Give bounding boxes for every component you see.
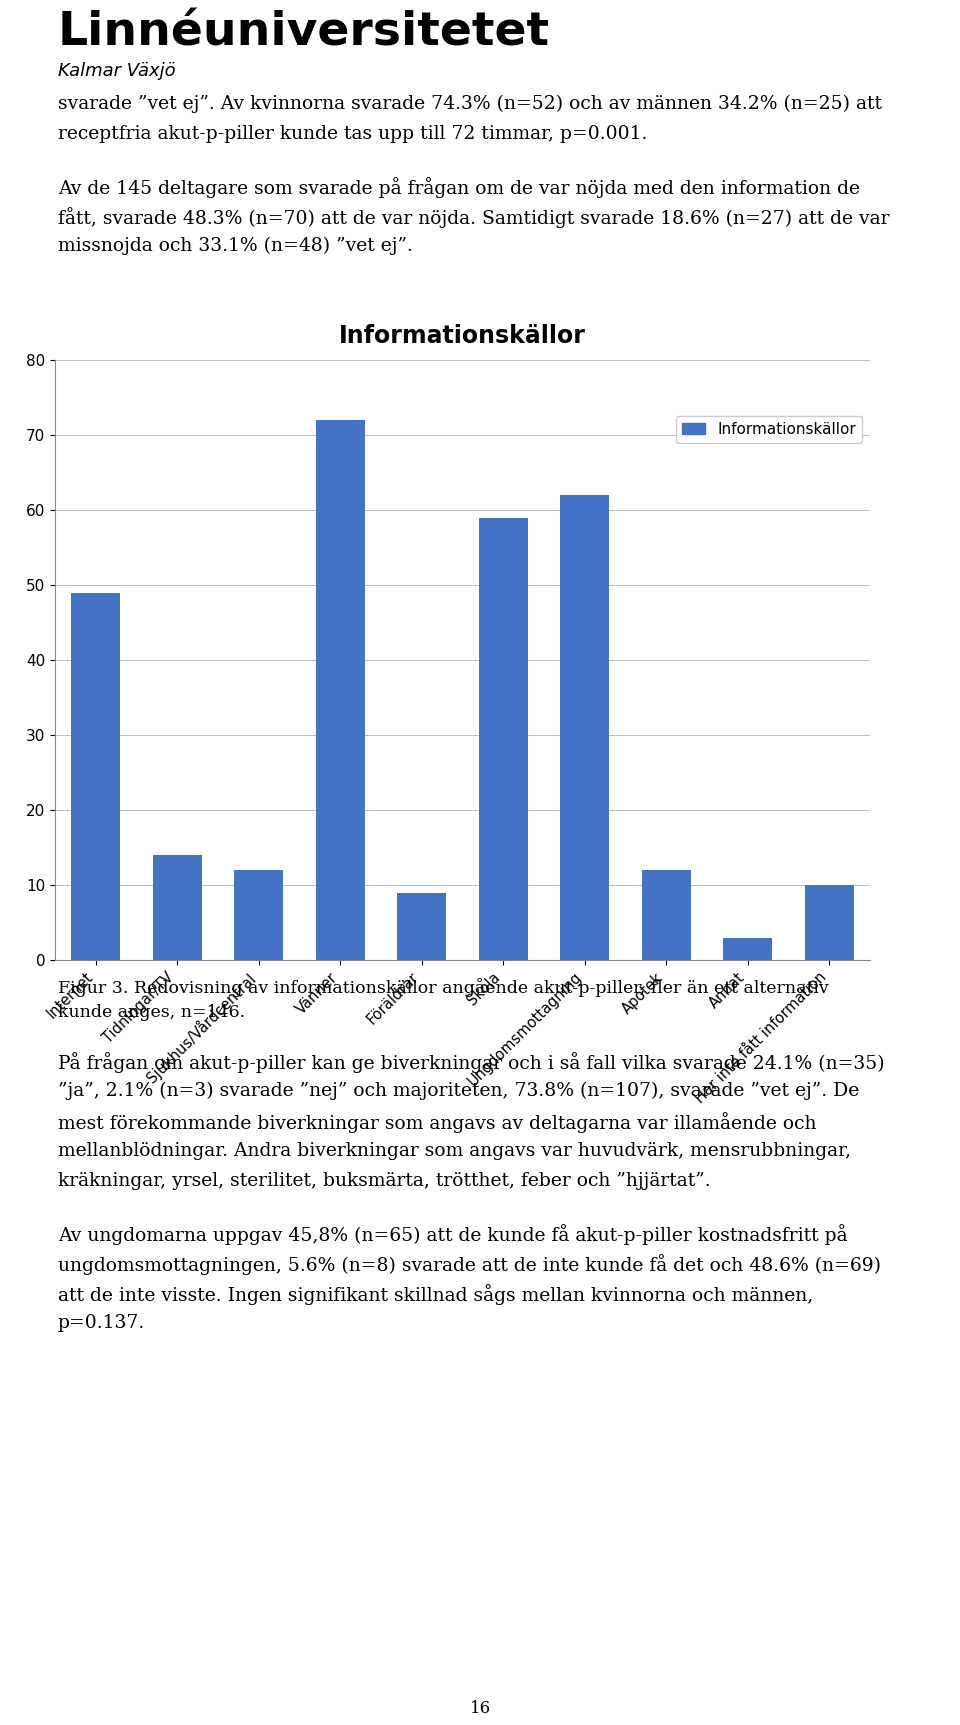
Text: På frågan om akut-p-piller kan ge biverkningar och i så fall vilka svarade 24.1%: På frågan om akut-p-piller kan ge biverk… [58,1052,884,1073]
Text: att de inte visste. Ingen signifikant skillnad sågs mellan kvinnorna och männen,: att de inte visste. Ingen signifikant sk… [58,1283,813,1304]
Text: p=0.137.: p=0.137. [58,1314,145,1332]
Bar [397,892,446,961]
Bar [642,869,690,961]
Text: Linnéuniversitetet: Linnéuniversitetet [58,10,550,55]
Text: kunde anges, n=146.: kunde anges, n=146. [58,1004,245,1021]
Text: Av ungdomarna uppgav 45,8% (n=65) att de kunde få akut-p-piller kostnadsfritt på: Av ungdomarna uppgav 45,8% (n=65) att de… [58,1225,848,1245]
Bar [723,937,772,961]
Text: Av de 145 deltagare som svarade på frågan om de var nöjda med den information de: Av de 145 deltagare som svarade på fråga… [58,178,860,198]
Title: Informationskällor: Informationskällor [339,324,586,348]
Text: fått, svarade 48.3% (n=70) att de var nöjda. Samtidigt svarade 18.6% (n=27) att : fått, svarade 48.3% (n=70) att de var nö… [58,207,890,228]
Text: ungdomsmottagningen, 5.6% (n=8) svarade att de inte kunde få det och 48.6% (n=69: ungdomsmottagningen, 5.6% (n=8) svarade … [58,1254,881,1275]
Bar [479,518,528,961]
Text: svarade ”vet ej”. Av kvinnorna svarade 74.3% (n=52) och av männen 34.2% (n=25) a: svarade ”vet ej”. Av kvinnorna svarade 7… [58,95,882,114]
Bar [804,885,853,961]
Text: Figur 3. Redovisning av informationskällor angående akut-p-piller, fler än ett a: Figur 3. Redovisning av informationskäll… [58,978,828,997]
Bar [234,869,283,961]
Text: mellanblödningar. Andra biverkningar som angavs var huvudvärk, mensrubbningar,: mellanblödningar. Andra biverkningar som… [58,1142,851,1159]
Legend: Informationskällor: Informationskällor [676,416,862,443]
Text: missnojda och 33.1% (n=48) ”vet ej”.: missnojda och 33.1% (n=48) ”vet ej”. [58,236,413,255]
Text: Kalmar Växjö: Kalmar Växjö [58,62,176,79]
Text: ”ja”, 2.1% (n=3) svarade ”nej” och majoriteten, 73.8% (n=107), svarade ”vet ej”.: ”ja”, 2.1% (n=3) svarade ”nej” och major… [58,1082,859,1101]
Text: mest förekommande biverkningar som angavs av deltagarna var illamående och: mest förekommande biverkningar som angav… [58,1113,817,1133]
Bar [561,495,610,961]
Text: kräkningar, yrsel, sterilitet, buksmärta, trötthet, feber och ”hjjärtat”.: kräkningar, yrsel, sterilitet, buksmärta… [58,1171,710,1190]
Text: 16: 16 [469,1701,491,1716]
Bar [153,856,202,961]
Bar [71,592,120,961]
Bar [316,419,365,961]
Text: receptfria akut-p-piller kunde tas upp till 72 timmar, p=0.001.: receptfria akut-p-piller kunde tas upp t… [58,124,647,143]
